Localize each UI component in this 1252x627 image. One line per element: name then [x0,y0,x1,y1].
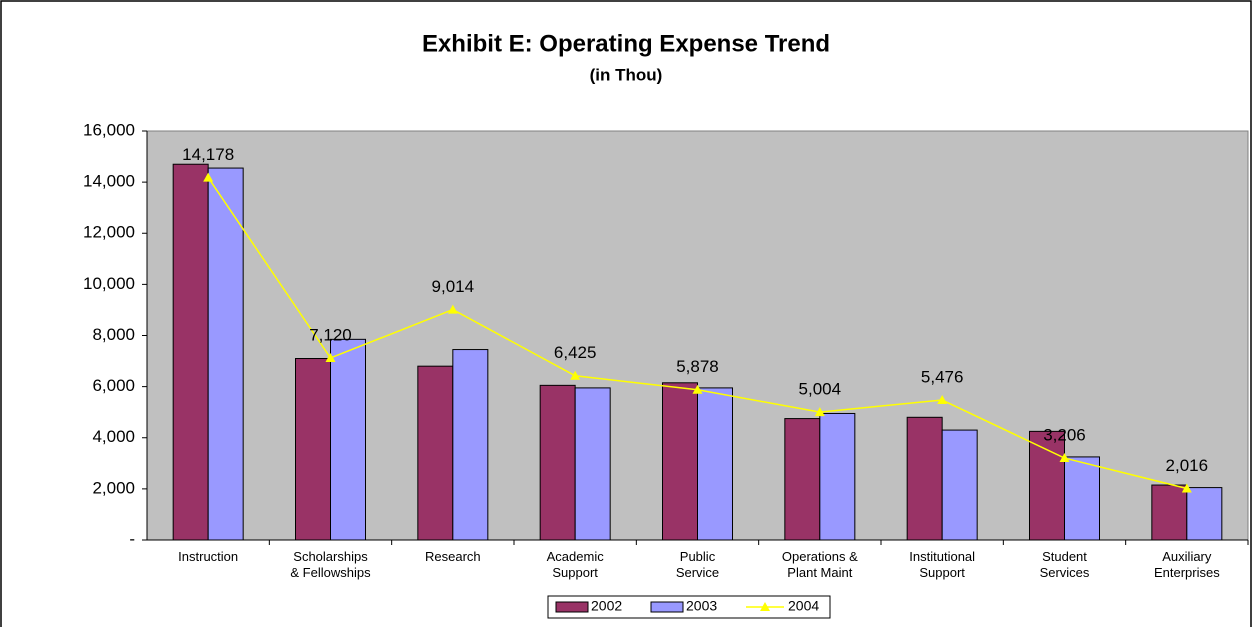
data-label: 2,016 [1166,456,1209,475]
y-tick-label: 6,000 [92,376,135,395]
legend-label: 2003 [686,598,717,614]
x-tick-label-line: Services [1040,565,1090,580]
line-marker [937,395,948,405]
line-marker [203,172,214,182]
y-tick-label: - [129,529,135,548]
legend-swatch [650,601,684,613]
x-tick-label-line: Service [676,565,719,580]
bar [1151,484,1188,541]
x-tick-label: Research [425,549,481,564]
bar [1064,456,1100,541]
x-tick-label: Scholarships & Fellowships [290,549,371,580]
x-tick-label-line: Support [919,565,965,580]
bar [1186,487,1223,541]
x-tick-label: Student Services [1040,549,1090,580]
bar [207,167,244,541]
bar [819,412,856,541]
x-tick-label-line: Auxiliary [1162,549,1212,564]
legend-swatch [555,601,589,613]
bar [697,387,733,541]
bar [784,418,821,541]
y-tick-label: 10,000 [83,274,135,293]
y-tick-label: 12,000 [83,223,135,242]
y-tick-label: 8,000 [92,325,135,344]
bar [941,429,978,541]
bar [452,349,489,541]
x-tick-label-line: Academic [547,549,605,564]
line-marker [814,407,825,417]
x-tick-label-line: Plant Maint [787,565,852,580]
y-tick-label: 2,000 [92,478,135,497]
line-marker [325,352,336,362]
x-tick-label: Instruction [178,549,238,564]
bar [172,163,209,541]
x-tick-label-line: Enterprises [1154,565,1220,580]
legend-label: 2002 [591,598,622,614]
line-marker [447,304,458,314]
data-label: 5,004 [799,380,842,399]
data-label: 9,014 [432,277,475,296]
data-label: 5,878 [676,357,719,376]
x-tick-label-line: Public [680,549,716,564]
data-label: 7,120 [309,325,352,344]
bar [417,365,454,541]
x-tick-label-line: Student [1042,549,1087,564]
x-tick-label: Auxiliary Enterprises [1154,549,1220,580]
bar [539,384,576,541]
x-tick-label-line: Scholarships [293,549,368,564]
data-label: 3,206 [1043,426,1086,445]
line-marker [1059,453,1070,463]
y-tick-label: 16,000 [83,120,135,139]
data-label: 5,476 [921,368,964,387]
x-tick-label: Public Service [676,549,719,580]
data-label: 6,425 [554,343,597,362]
y-tick-label: 14,000 [83,172,135,191]
bar [662,382,698,541]
x-tick-label-line: Support [552,565,598,580]
bar [1029,430,1065,541]
legend-box [547,595,831,619]
x-tick-label: Academic Support [547,549,605,580]
bar [330,338,366,541]
line-marker [692,384,703,394]
data-label: 14,178 [182,145,234,164]
bar [295,358,331,541]
x-tick-label: Operations & Plant Maint [782,549,858,580]
x-tick-label-line: Institutional [909,549,975,564]
x-tick-label-line: & Fellowships [290,565,371,580]
y-tick-label: 4,000 [92,427,135,446]
chart-subtitle: (in Thou) [590,65,663,84]
x-tick-label-line: Instruction [178,549,238,564]
x-tick-label-line: Operations & [782,549,858,564]
bar [574,387,611,541]
line-marker [570,370,581,380]
chart-title: Exhibit E: Operating Expense Trend [422,30,830,57]
x-tick-label: Institutional Support [909,549,975,580]
legend-marker [760,602,770,611]
legend-label: 2004 [788,598,819,614]
bar [906,416,943,541]
x-tick-label-line: Research [425,549,481,564]
line-marker [1181,483,1192,493]
